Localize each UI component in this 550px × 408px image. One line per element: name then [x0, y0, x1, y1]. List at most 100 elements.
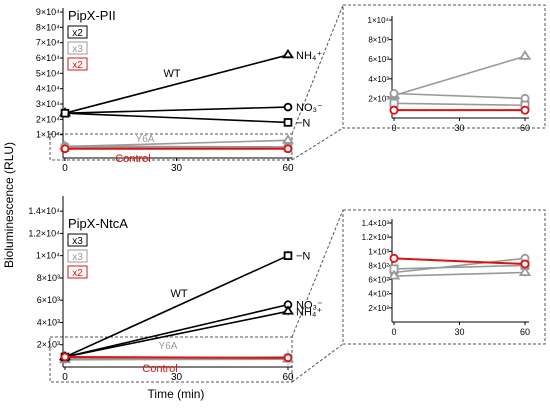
data-point-control — [389, 105, 399, 115]
series-line-y6a — [393, 92, 526, 100]
x-tick-label: 60 — [520, 123, 530, 133]
zoom-connector-line — [291, 127, 344, 161]
y-tick-label: 2×10² — [368, 304, 389, 313]
group-label-wt: WT — [170, 288, 187, 300]
x-tick-label: 30 — [171, 372, 183, 383]
legend-label: x2 — [72, 28, 83, 39]
y-tick-label: 8×10⁴ — [36, 22, 60, 32]
series-line-control — [64, 355, 289, 359]
legend-label: x2 — [72, 60, 83, 71]
y-tick-label: 1.2×10⁴ — [28, 228, 60, 238]
data-point-wt — [283, 251, 293, 260]
x-axis-label: Time (min) — [148, 387, 205, 401]
data-point-control — [283, 144, 293, 154]
series-line-wt — [64, 106, 289, 114]
y-tick-label: 6×10³ — [368, 55, 389, 64]
data-point-control — [60, 144, 70, 154]
legend-box — [67, 265, 88, 279]
data-point-control — [520, 259, 530, 269]
y-tick-label: 1×10⁴ — [368, 16, 390, 25]
y-tick-label: 2×10³ — [368, 94, 389, 103]
y-tick-label: 6×10³ — [37, 295, 60, 305]
x-tick-label: 0 — [62, 163, 68, 174]
x-tick-label: 0 — [62, 372, 68, 383]
data-point-wt — [283, 102, 293, 112]
data-point-control — [60, 352, 70, 362]
y-tick-label: 1.4×10⁴ — [28, 206, 60, 216]
data-point-control — [389, 253, 399, 263]
y-tick-label: 5×10⁴ — [36, 68, 60, 78]
data-point-wt — [281, 48, 295, 59]
y-tick-label: 2×10⁴ — [36, 114, 60, 124]
series-line-y6a — [393, 257, 526, 274]
y-tick-label: 4×10³ — [368, 75, 389, 84]
series-end-label: NH₄⁺ — [296, 50, 322, 62]
series-end-label: NH₄⁺ — [296, 306, 322, 318]
series-line-y6a — [64, 145, 289, 148]
y-tick-label: 9×10⁴ — [36, 7, 60, 17]
series-end-label: −N — [296, 117, 310, 129]
group-label-wt: WT — [163, 68, 180, 80]
series-line-control — [393, 257, 526, 266]
x-tick-label: 60 — [282, 163, 294, 174]
y-tick-label: 1×10³ — [368, 247, 389, 256]
panel-title: PipX-PII — [68, 8, 116, 23]
series-line-wt — [64, 254, 289, 358]
legend-label: x3 — [72, 236, 83, 247]
data-point-y6a — [389, 89, 399, 99]
zoom-connector-line — [291, 4, 344, 135]
x-tick-label: 60 — [282, 372, 294, 383]
legend-box — [67, 233, 88, 247]
y-tick-label: 4×10³ — [37, 317, 60, 327]
legend-box — [67, 249, 88, 263]
x-tick-label: 60 — [520, 327, 530, 337]
y-tick-label: 6×10⁴ — [36, 53, 60, 63]
y-tick-label: 1.2×10³ — [362, 233, 390, 242]
group-label-y6a: Y6A — [159, 341, 178, 352]
zoom-connector-line — [291, 209, 344, 338]
series-line-y6a — [64, 358, 289, 361]
data-point-y6a — [387, 269, 401, 280]
zoom-region-box — [49, 336, 293, 383]
y-tick-label: 2×10³ — [37, 340, 60, 350]
data-point-y6a — [281, 134, 295, 144]
y-tick-label: 3×10⁴ — [36, 99, 60, 109]
data-point-wt — [60, 108, 70, 118]
legend-label: x3 — [72, 252, 83, 263]
legend-box — [67, 41, 88, 55]
series-line-y6a — [64, 139, 289, 148]
data-point-wt — [283, 118, 293, 127]
data-point-control — [283, 353, 293, 363]
series-end-label: NO₃⁻ — [296, 102, 323, 114]
series-line-y6a — [393, 264, 526, 270]
y-tick-label: 1×10⁴ — [36, 251, 60, 261]
x-tick-label: 30 — [454, 327, 464, 337]
data-point-y6a — [518, 266, 532, 277]
y-tick-label: 6×10² — [368, 276, 389, 285]
series-line-wt — [64, 54, 289, 114]
inset-frame — [342, 209, 546, 345]
series-end-label: −N — [296, 251, 310, 263]
legend-label: x3 — [72, 44, 83, 55]
series-line-y6a — [393, 271, 526, 277]
legend-box — [67, 25, 88, 39]
series-line-wt — [64, 310, 289, 358]
y-tick-label: 8×10² — [368, 261, 389, 270]
series-end-label: NO₃⁻ — [296, 300, 323, 312]
y-tick-label: 8×10³ — [37, 273, 60, 283]
series-line-wt — [64, 303, 289, 358]
y-tick-label: 1×10⁴ — [36, 130, 60, 140]
x-tick-label: 0 — [391, 123, 396, 133]
x-tick-label: 0 — [391, 327, 396, 337]
group-label-y6a: Y6A — [136, 134, 155, 145]
y-tick-label: 7×10⁴ — [36, 38, 60, 48]
y-tick-label: 4×10⁴ — [36, 84, 60, 94]
legend-box — [67, 57, 88, 71]
inset-frame — [342, 4, 546, 129]
data-point-wt — [281, 305, 295, 315]
y-axis-label: Bioluminescence (RLU) — [2, 142, 16, 268]
legend-label: x2 — [72, 268, 83, 279]
group-label-control: Control — [115, 153, 150, 165]
data-point-y6a — [518, 49, 532, 60]
